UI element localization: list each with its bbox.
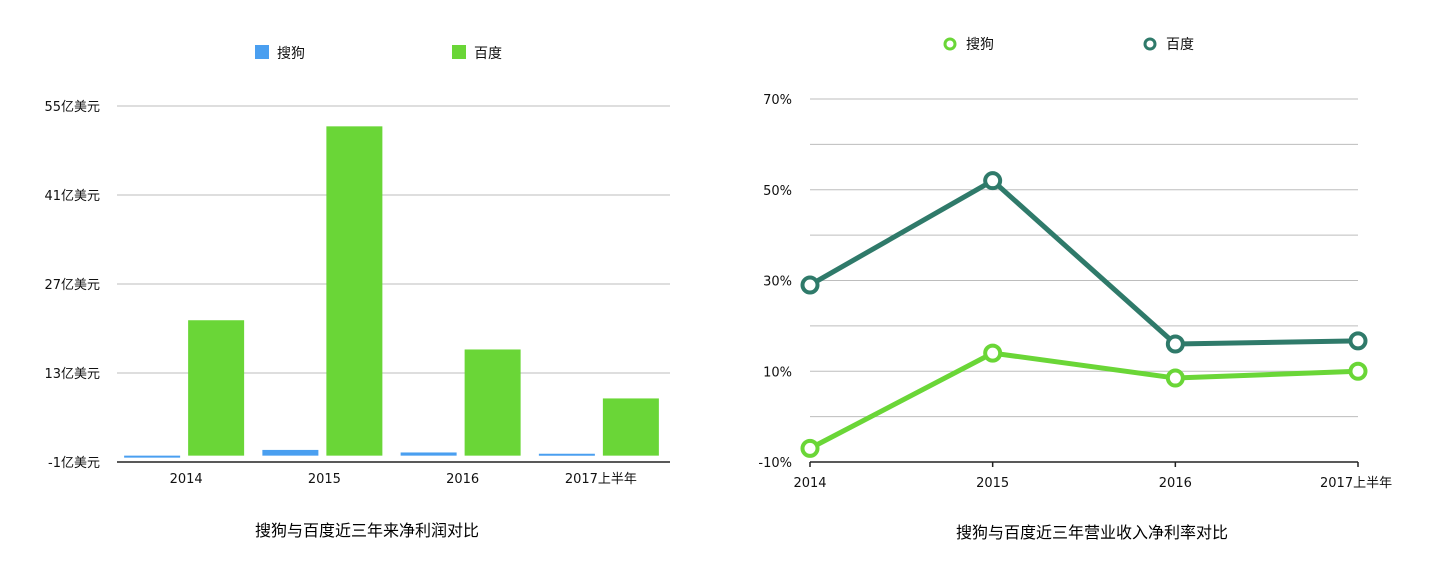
point-sogou [1165, 368, 1185, 388]
x-tick-label: 2016 [446, 472, 479, 487]
point-baidu [1348, 331, 1368, 351]
bar-baidu [602, 398, 659, 456]
bar-sogou [400, 452, 457, 456]
x-tick-label: 2015 [308, 472, 341, 487]
point-baidu [800, 275, 820, 295]
chart-title: 搜狗与百度近三年来净利润对比 [255, 521, 479, 540]
x-tick-label: 2017上半年 [1320, 476, 1392, 491]
point-baidu [983, 171, 1003, 191]
y-tick-label: 10% [763, 365, 792, 380]
net-profit-bar-chart: -1亿美元 13亿美元 27亿美元 41亿美元 55亿美元 2014 2015 2016 201… [44, 45, 670, 540]
bar-sogou [538, 453, 595, 456]
bar-sogou [262, 449, 319, 456]
legend-label: 百度 [474, 46, 502, 62]
y-tick-label: -10% [758, 456, 792, 471]
legend-label: 搜狗 [966, 37, 994, 53]
x-tick-label: 2016 [1159, 476, 1192, 491]
series-line-sogou [808, 350, 1359, 451]
x-tick-label: 2014 [170, 472, 203, 487]
y-tick-label: 30% [763, 275, 792, 290]
bar-baidu [326, 126, 383, 456]
legend-swatch [255, 45, 269, 59]
legend-swatch [452, 45, 466, 59]
y-tick-label: 50% [763, 184, 792, 199]
bar-baidu [188, 320, 245, 456]
legend-label: 搜狗 [277, 46, 305, 62]
legend-marker [1143, 37, 1157, 51]
point-sogou [800, 438, 820, 458]
chart-title: 搜狗与百度近三年营业收入净利率对比 [956, 523, 1228, 542]
bar-sogou [124, 455, 181, 458]
y-tick-label: 41亿美元 [44, 189, 100, 204]
y-tick-label: 27亿美元 [44, 278, 100, 293]
x-tick-label: 2017上半年 [565, 472, 637, 487]
legend-label: 百度 [1166, 37, 1194, 53]
y-tick-label: 70% [763, 93, 792, 108]
bar-baidu [464, 349, 521, 456]
legend-marker [943, 37, 957, 51]
x-tick-label: 2014 [793, 476, 826, 491]
y-tick-label: -1亿美元 [48, 456, 100, 471]
point-sogou [1348, 361, 1368, 381]
point-sogou [983, 343, 1003, 363]
point-baidu [1165, 334, 1185, 354]
y-tick-label: 55亿美元 [44, 100, 100, 115]
series-line-baidu [808, 178, 1359, 347]
net-margin-line-chart: -10% 10% 30% 50% 70% 2014 2015 2016 2017上半年 搜狗 百度搜… [758, 37, 1392, 542]
y-tick-label: 13亿美元 [44, 367, 100, 382]
x-tick-label: 2015 [976, 476, 1009, 491]
